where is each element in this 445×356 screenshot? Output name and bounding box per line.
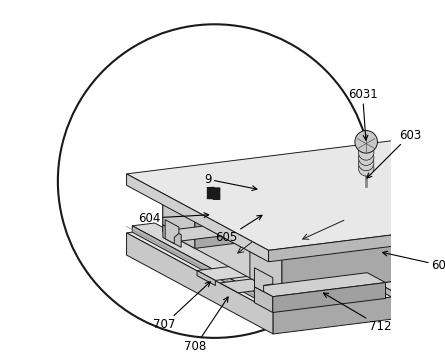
- Polygon shape: [189, 219, 335, 304]
- Circle shape: [358, 155, 374, 171]
- Circle shape: [358, 145, 374, 160]
- Text: 708: 708: [184, 297, 228, 353]
- Polygon shape: [195, 198, 296, 248]
- Polygon shape: [269, 214, 445, 262]
- Polygon shape: [206, 221, 261, 257]
- Polygon shape: [250, 210, 445, 257]
- Polygon shape: [255, 287, 273, 313]
- Polygon shape: [163, 193, 195, 248]
- Text: 707: 707: [153, 282, 210, 331]
- Polygon shape: [255, 273, 385, 297]
- Text: 602: 602: [383, 251, 445, 272]
- Polygon shape: [197, 271, 215, 286]
- Circle shape: [358, 150, 374, 166]
- Polygon shape: [163, 190, 282, 295]
- Text: 603: 603: [367, 129, 421, 178]
- Polygon shape: [165, 220, 179, 244]
- Polygon shape: [163, 160, 445, 254]
- Polygon shape: [358, 198, 445, 283]
- Polygon shape: [255, 268, 273, 292]
- Text: 9: 9: [204, 173, 257, 190]
- Text: 605: 605: [215, 215, 262, 244]
- Circle shape: [437, 199, 445, 213]
- Text: 601: 601: [0, 355, 1, 356]
- Polygon shape: [132, 226, 279, 311]
- Text: 604: 604: [138, 211, 209, 225]
- Polygon shape: [273, 283, 385, 313]
- Circle shape: [355, 131, 377, 153]
- Polygon shape: [245, 212, 392, 297]
- Polygon shape: [206, 198, 445, 251]
- Polygon shape: [301, 202, 445, 284]
- Polygon shape: [273, 277, 445, 334]
- Polygon shape: [197, 254, 351, 281]
- Polygon shape: [282, 227, 445, 295]
- Polygon shape: [245, 209, 414, 290]
- Polygon shape: [126, 198, 445, 312]
- Polygon shape: [282, 224, 445, 295]
- Circle shape: [434, 178, 445, 197]
- Circle shape: [437, 194, 445, 208]
- Polygon shape: [126, 137, 445, 250]
- Text: 6031: 6031: [348, 88, 377, 140]
- Polygon shape: [163, 224, 238, 241]
- Polygon shape: [132, 223, 301, 305]
- Polygon shape: [358, 195, 445, 277]
- Polygon shape: [189, 216, 358, 298]
- Polygon shape: [126, 233, 273, 334]
- Polygon shape: [163, 180, 296, 210]
- Circle shape: [437, 203, 445, 217]
- Polygon shape: [250, 240, 282, 295]
- Polygon shape: [126, 174, 269, 262]
- Polygon shape: [163, 225, 181, 247]
- Polygon shape: [301, 205, 445, 290]
- Text: 712: 712: [324, 293, 391, 333]
- Circle shape: [358, 161, 374, 176]
- Polygon shape: [220, 266, 373, 293]
- Circle shape: [437, 189, 445, 203]
